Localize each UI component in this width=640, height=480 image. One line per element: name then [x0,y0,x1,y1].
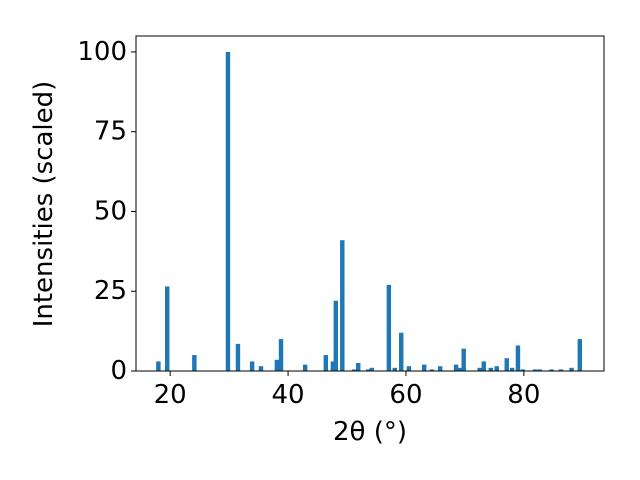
bar [225,51,231,371]
bar [323,355,329,371]
bar [406,366,412,371]
bar [437,366,443,371]
bar [192,355,197,371]
bar [274,359,280,371]
y-axis-label: Intensities (scaled) [29,81,59,328]
x-axis-label: 2θ (°) [333,417,407,447]
bar [399,332,404,371]
x-tick-label: 80 [507,380,540,410]
bar [351,369,357,371]
bar [477,367,482,371]
x-tick-label: 40 [272,380,305,410]
bar [249,361,255,371]
x-tick-label: 60 [389,380,422,410]
y-tick-label: 75 [94,117,127,147]
bar [520,369,525,371]
bar [386,284,392,371]
bar [302,364,308,371]
bar [461,348,466,371]
y-tick-label: 0 [110,356,127,386]
bar [577,339,583,371]
bar [481,361,486,371]
bar [156,361,161,371]
bar [569,367,574,371]
bar [515,345,521,371]
plot-frame [135,35,605,372]
bar [549,369,554,371]
bar [330,361,336,371]
bar [532,369,538,371]
bar [278,339,284,371]
bar [453,364,459,371]
bar [333,300,339,371]
bar [494,366,499,371]
bar [429,369,435,371]
bar [504,358,509,371]
bar [509,367,515,371]
bar [488,367,494,371]
bar [340,240,345,371]
y-tick-label: 25 [94,276,127,306]
bar [558,369,564,371]
bar [457,367,463,371]
bar [392,367,397,371]
y-tick-label: 50 [94,196,127,226]
bar [422,364,427,371]
bar [366,369,371,371]
bar [537,369,542,371]
bar [235,343,241,371]
bar [165,286,170,371]
bar [258,366,264,371]
bar [356,363,361,371]
x-tick-label: 20 [154,380,187,410]
bar [369,367,374,371]
y-tick-label: 100 [77,37,127,67]
